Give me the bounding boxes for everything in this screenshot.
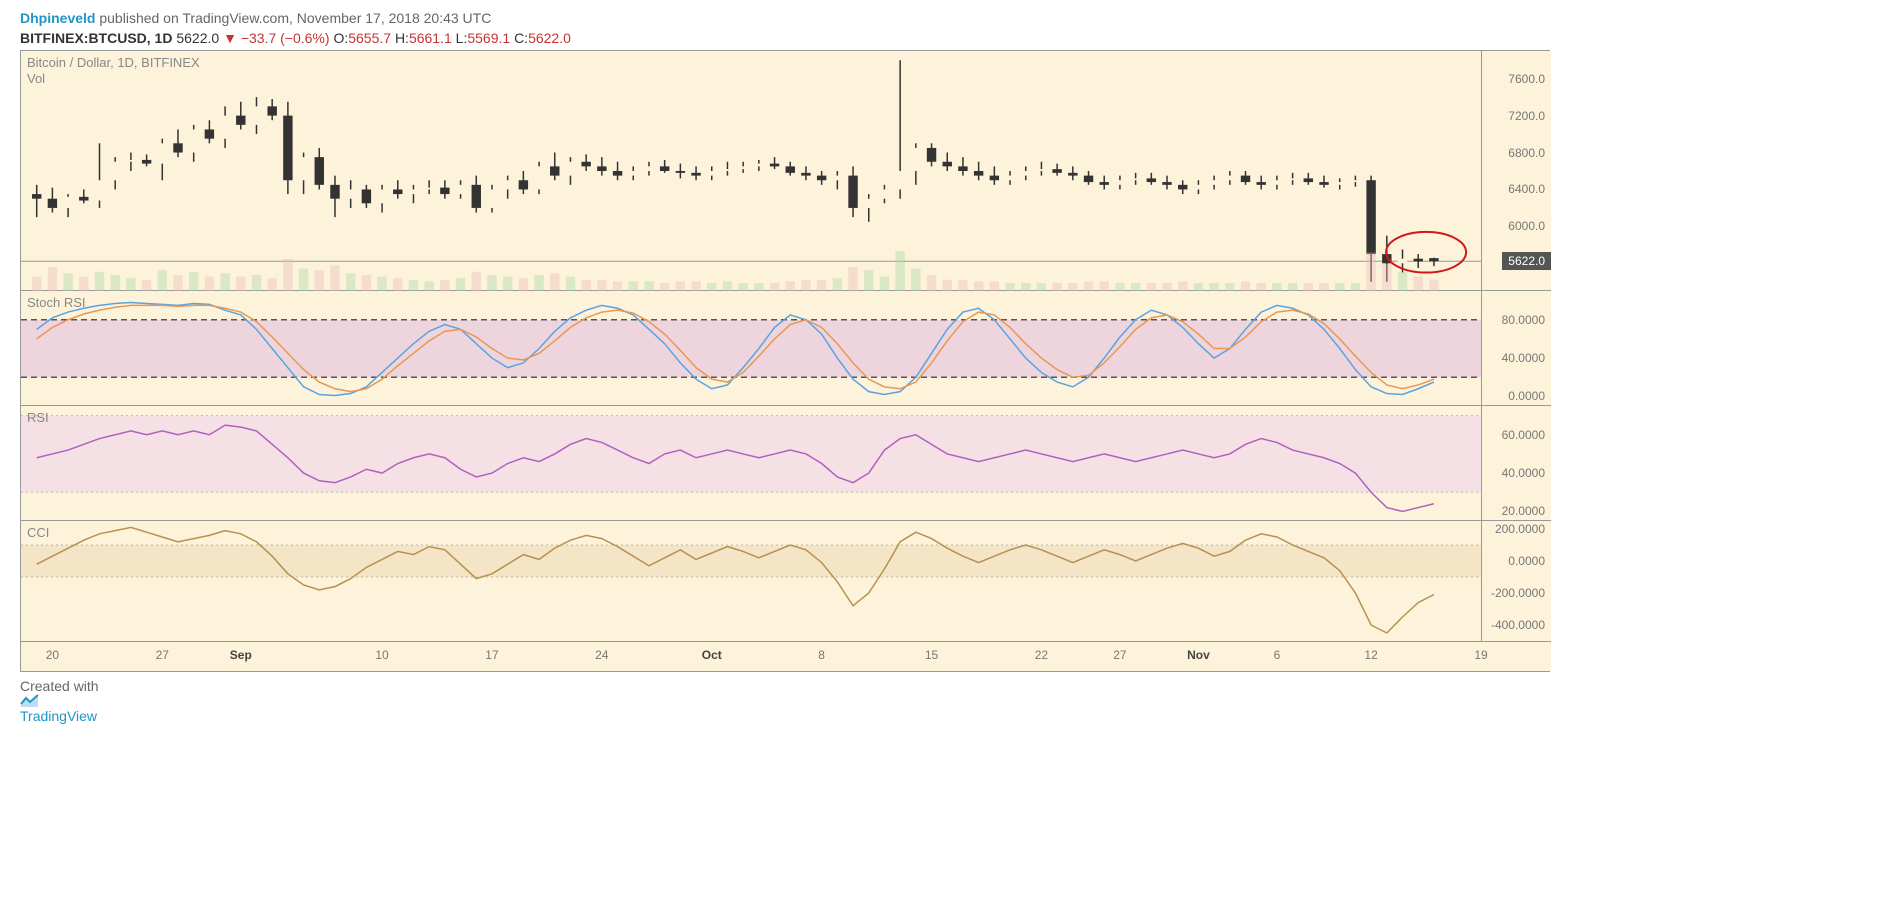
ticker-price: 5622.0	[176, 30, 219, 46]
rsi-panel[interactable]: RSI 60.000040.000020.0000	[21, 406, 1551, 521]
rsi-svg[interactable]	[21, 406, 1481, 521]
cci-svg[interactable]	[21, 521, 1481, 641]
publish-text: published on TradingView.com, November 1…	[95, 10, 491, 26]
publish-header: Dhpineveld published on TradingView.com,…	[20, 10, 1868, 26]
time-axis: 2027Sep101724Oct8152227Nov61219	[21, 641, 1551, 671]
cci-axis: 200.00000.0000-200.0000-400.0000	[1481, 521, 1551, 641]
cci-label: CCI	[27, 525, 49, 540]
tradingview-logo-icon	[20, 694, 40, 708]
ohlc-h-label: H:	[395, 30, 409, 46]
price-panel-title: Bitcoin / Dollar, 1D, BITFINEX	[27, 55, 200, 70]
ohlc-c: 5622.0	[528, 30, 571, 46]
rsi-label: RSI	[27, 410, 49, 425]
stoch-svg[interactable]	[21, 291, 1481, 406]
price-axis: 7600.07200.06800.06400.06000.05622.0	[1481, 51, 1551, 290]
rsi-axis: 60.000040.000020.0000	[1481, 406, 1551, 520]
ohlc-c-label: C:	[514, 30, 528, 46]
tradingview-link[interactable]: TradingView	[20, 708, 97, 724]
footer: Created with TradingView	[20, 678, 1868, 724]
stoch-panel[interactable]: Stoch RSI 80.000040.00000.0000	[21, 291, 1551, 406]
ohlc-o: 5655.7	[348, 30, 391, 46]
down-arrow-icon: ▼	[223, 30, 237, 46]
ohlc-l: 5569.1	[467, 30, 510, 46]
ohlc-h: 5661.1	[409, 30, 452, 46]
ohlc-l-label: L:	[456, 30, 468, 46]
chart-container[interactable]: Bitcoin / Dollar, 1D, BITFINEX Vol 7600.…	[20, 50, 1550, 672]
ticker-change: −33.7 (−0.6%)	[241, 30, 330, 46]
ticker-symbol: BITFINEX:BTCUSD, 1D	[20, 30, 172, 46]
footer-text: Created with	[20, 678, 99, 694]
stoch-label: Stoch RSI	[27, 295, 86, 310]
ticker-line: BITFINEX:BTCUSD, 1D 5622.0 ▼ −33.7 (−0.6…	[20, 30, 1868, 46]
author-name[interactable]: Dhpineveld	[20, 10, 95, 26]
price-chart-svg[interactable]	[21, 51, 1481, 291]
vol-label: Vol	[27, 71, 45, 86]
ohlc-o-label: O:	[333, 30, 348, 46]
price-panel[interactable]: Bitcoin / Dollar, 1D, BITFINEX Vol 7600.…	[21, 51, 1551, 291]
stoch-axis: 80.000040.00000.0000	[1481, 291, 1551, 405]
cci-panel[interactable]: CCI 200.00000.0000-200.0000-400.0000	[21, 521, 1551, 641]
